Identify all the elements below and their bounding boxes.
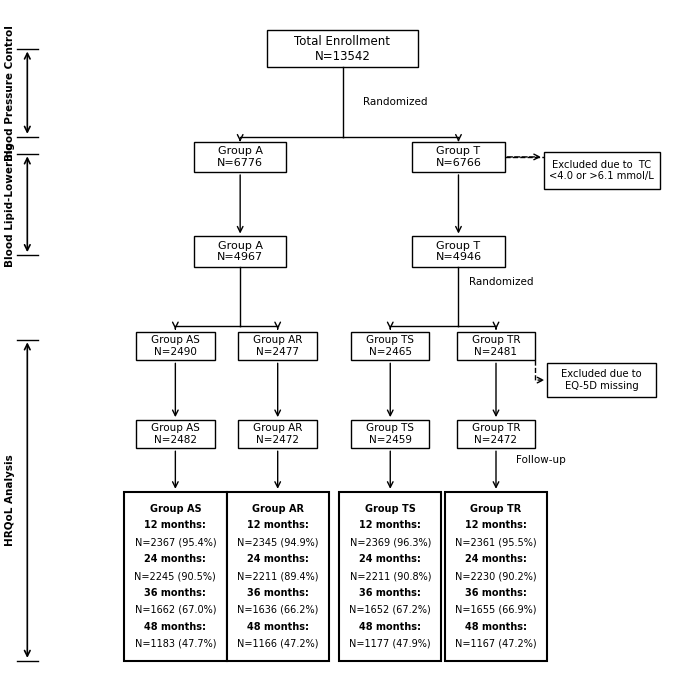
Text: 36 months:: 36 months:	[145, 588, 206, 598]
FancyBboxPatch shape	[267, 30, 418, 67]
FancyBboxPatch shape	[457, 332, 535, 361]
Text: 48 months:: 48 months:	[465, 622, 527, 632]
FancyBboxPatch shape	[412, 236, 505, 267]
Text: Group A
N=4967: Group A N=4967	[217, 241, 263, 262]
Text: Group TS
N=2459: Group TS N=2459	[366, 424, 414, 445]
FancyBboxPatch shape	[412, 142, 505, 172]
Text: 12 months:: 12 months:	[360, 521, 421, 530]
Text: 24 months:: 24 months:	[247, 554, 309, 564]
Text: Group AR: Group AR	[251, 504, 303, 513]
Text: N=1655 (66.9%): N=1655 (66.9%)	[456, 605, 537, 615]
Text: Total Enrollment
N=13542: Total Enrollment N=13542	[295, 35, 390, 62]
Text: Group A
N=6776: Group A N=6776	[217, 146, 263, 168]
FancyBboxPatch shape	[351, 332, 429, 361]
Text: Blood Lipid-Lowering: Blood Lipid-Lowering	[5, 142, 15, 267]
Text: Group AR
N=2472: Group AR N=2472	[253, 424, 302, 445]
Text: Randomized: Randomized	[469, 277, 533, 287]
FancyBboxPatch shape	[544, 152, 660, 189]
FancyBboxPatch shape	[457, 420, 535, 448]
Text: Group AR
N=2477: Group AR N=2477	[253, 335, 302, 357]
Text: HRQoL Analysis: HRQoL Analysis	[5, 454, 15, 546]
Text: Group AS
N=2482: Group AS N=2482	[151, 424, 200, 445]
FancyBboxPatch shape	[194, 142, 286, 172]
FancyBboxPatch shape	[194, 236, 286, 267]
Text: Blood Pressure Control: Blood Pressure Control	[5, 24, 15, 161]
Text: N=1662 (67.0%): N=1662 (67.0%)	[135, 605, 216, 615]
Text: N=2211 (89.4%): N=2211 (89.4%)	[237, 571, 319, 581]
Text: N=1167 (47.2%): N=1167 (47.2%)	[456, 639, 537, 649]
FancyBboxPatch shape	[445, 492, 547, 661]
Text: 12 months:: 12 months:	[465, 521, 527, 530]
FancyBboxPatch shape	[238, 332, 317, 361]
FancyBboxPatch shape	[238, 420, 317, 448]
Text: 48 months:: 48 months:	[359, 622, 421, 632]
Text: 36 months:: 36 months:	[465, 588, 527, 598]
Text: 12 months:: 12 months:	[247, 521, 309, 530]
Text: N=2367 (95.4%): N=2367 (95.4%)	[134, 537, 216, 547]
Text: N=2230 (90.2%): N=2230 (90.2%)	[456, 571, 537, 581]
Text: Group T
N=4946: Group T N=4946	[436, 241, 482, 262]
Text: 48 months:: 48 months:	[145, 622, 206, 632]
Text: N=2361 (95.5%): N=2361 (95.5%)	[456, 537, 537, 547]
Text: 36 months:: 36 months:	[360, 588, 421, 598]
Text: N=1177 (47.9%): N=1177 (47.9%)	[349, 639, 431, 649]
Text: 24 months:: 24 months:	[145, 554, 206, 564]
FancyBboxPatch shape	[124, 492, 227, 661]
Text: 48 months:: 48 months:	[247, 622, 309, 632]
Text: Excluded due to  TC
<4.0 or >6.1 mmol/L: Excluded due to TC <4.0 or >6.1 mmol/L	[549, 160, 654, 181]
Text: N=1166 (47.2%): N=1166 (47.2%)	[237, 639, 319, 649]
Text: Group TS: Group TS	[365, 504, 416, 513]
FancyBboxPatch shape	[227, 492, 329, 661]
Text: N=1636 (66.2%): N=1636 (66.2%)	[237, 605, 319, 615]
Text: 36 months:: 36 months:	[247, 588, 309, 598]
FancyBboxPatch shape	[136, 332, 214, 361]
Text: 24 months:: 24 months:	[465, 554, 527, 564]
FancyBboxPatch shape	[136, 420, 214, 448]
Text: N=2345 (94.9%): N=2345 (94.9%)	[237, 537, 319, 547]
Text: Excluded due to
EQ-5D missing: Excluded due to EQ-5D missing	[562, 369, 642, 391]
Text: N=1183 (47.7%): N=1183 (47.7%)	[135, 639, 216, 649]
Text: Follow-up: Follow-up	[516, 455, 566, 465]
Text: Group TR
N=2481: Group TR N=2481	[472, 335, 520, 357]
Text: Group AS: Group AS	[149, 504, 201, 513]
Text: N=2245 (90.5%): N=2245 (90.5%)	[134, 571, 216, 581]
Text: N=1652 (67.2%): N=1652 (67.2%)	[349, 605, 431, 615]
Text: Group AS
N=2490: Group AS N=2490	[151, 335, 200, 357]
Text: N=2211 (90.8%): N=2211 (90.8%)	[349, 571, 431, 581]
Text: Group TR
N=2472: Group TR N=2472	[472, 424, 520, 445]
Text: Group TS
N=2465: Group TS N=2465	[366, 335, 414, 357]
FancyBboxPatch shape	[547, 363, 656, 397]
Text: Randomized: Randomized	[363, 97, 427, 107]
FancyBboxPatch shape	[351, 420, 429, 448]
Text: 24 months:: 24 months:	[360, 554, 421, 564]
FancyBboxPatch shape	[339, 492, 441, 661]
Text: 12 months:: 12 months:	[145, 521, 206, 530]
Text: Group T
N=6766: Group T N=6766	[436, 146, 482, 168]
Text: Group TR: Group TR	[471, 504, 521, 513]
Text: N=2369 (96.3%): N=2369 (96.3%)	[349, 537, 431, 547]
